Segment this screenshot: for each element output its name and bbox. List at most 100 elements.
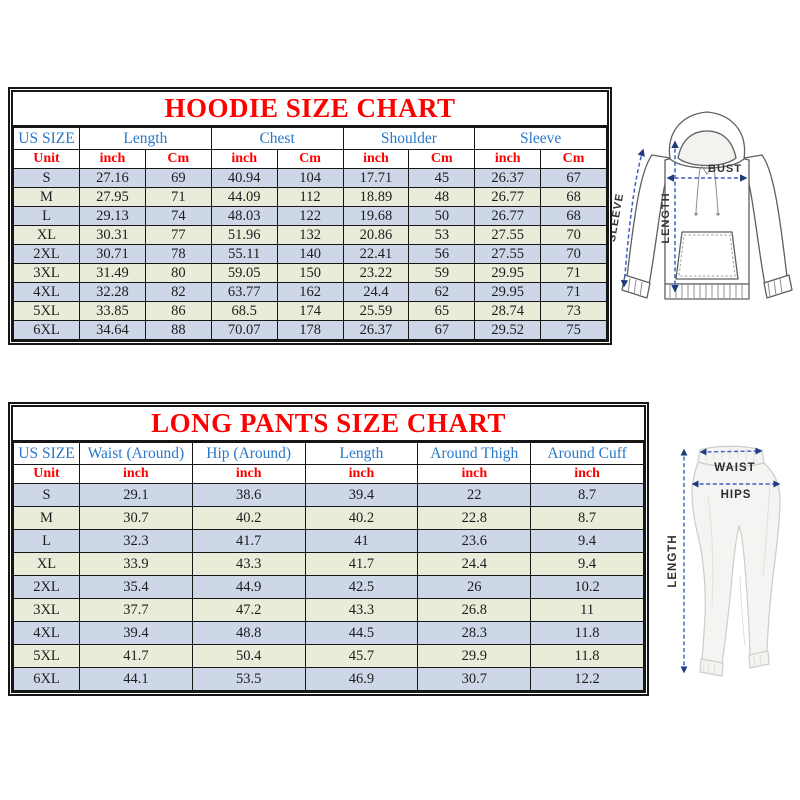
value-cell: 12.2	[530, 667, 644, 691]
col-cuff: Around Cuff	[530, 442, 644, 465]
table-row: 5XL 41.7 50.4 45.7 29.9 11.8	[13, 644, 644, 668]
hoodie-table-body: S 27.16 69 40.94 104 17.71 45 26.37 67 M 27.95 71 44…	[13, 168, 607, 340]
size-cell: S	[13, 483, 80, 507]
table-row: 4XL 39.4 48.8 44.5 28.3 11.8	[13, 621, 644, 645]
fabric-crease	[707, 495, 714, 607]
value-cell: 29.52	[474, 320, 542, 340]
size-cell: 5XL	[13, 644, 80, 668]
value-cell: 77	[144, 225, 212, 245]
table-row: S 27.16 69 40.94 104 17.71 45 26.37 67	[13, 168, 607, 188]
pants-size-table: US SIZE Waist (Around) Hip (Around) Leng…	[13, 442, 644, 691]
value-cell: 63.77	[210, 282, 278, 302]
value-cell: 75	[540, 320, 607, 340]
value-cell: 46.9	[304, 667, 419, 691]
value-cell: 30.7	[417, 667, 532, 691]
value-cell: 34.64	[79, 320, 146, 340]
value-cell: 26.77	[474, 206, 542, 226]
value-cell: 37.7	[79, 598, 193, 622]
size-cell: 2XL	[13, 244, 80, 264]
right-cuff-ribbing	[767, 277, 783, 298]
col-group-shoulder: Shoulder	[342, 127, 476, 150]
col-length: Length	[304, 442, 419, 465]
hips-label: HIPS	[721, 489, 752, 501]
size-cell: 2XL	[13, 575, 80, 599]
value-cell: 48.8	[191, 621, 306, 645]
value-cell: 73	[540, 301, 607, 321]
unit-cell: inch	[342, 149, 410, 169]
value-cell: 59	[408, 263, 476, 283]
value-cell: 32.28	[79, 282, 146, 302]
unit-cell: inch	[530, 464, 644, 484]
value-cell: 86	[144, 301, 212, 321]
pants-body	[691, 461, 781, 665]
hoodie-right-cuff	[763, 274, 793, 299]
value-cell: 41.7	[79, 644, 193, 668]
value-cell: 11.8	[530, 644, 644, 668]
value-cell: 26.37	[342, 320, 410, 340]
table-row: 2XL 30.71 78 55.11 140 22.41 56 27.55 70	[13, 244, 607, 264]
value-cell: 50.4	[191, 644, 306, 668]
size-cell: 3XL	[13, 598, 80, 622]
unit-cell: inch	[304, 464, 419, 484]
drawstring-tip-left	[694, 212, 698, 216]
table-row: 3XL 31.49 80 59.05 150 23.22 59 29.95 71	[13, 263, 607, 283]
value-cell: 48.03	[210, 206, 278, 226]
value-cell: 150	[276, 263, 344, 283]
value-cell: 29.95	[474, 282, 542, 302]
unit-cell: Cm	[144, 149, 212, 169]
hoodie-collar-notch	[700, 164, 714, 175]
value-cell: 70	[540, 244, 607, 264]
pocket-stitching	[678, 234, 736, 277]
size-cell: 4XL	[13, 282, 80, 302]
col-group-length: Length	[79, 127, 212, 150]
table-row: M 30.7 40.2 40.2 22.8 8.7	[13, 506, 644, 530]
value-cell: 11.8	[530, 621, 644, 645]
unit-cell: inch	[79, 149, 146, 169]
col-group-chest: Chest	[210, 127, 344, 150]
us-size-header: US SIZE	[13, 442, 80, 465]
unit-cell: inch	[417, 464, 532, 484]
value-cell: 27.16	[79, 168, 146, 188]
value-cell: 30.7	[79, 506, 193, 530]
value-cell: 71	[540, 263, 607, 283]
value-cell: 25.59	[342, 301, 410, 321]
value-cell: 67	[408, 320, 476, 340]
value-cell: 68.5	[210, 301, 278, 321]
value-cell: 23.6	[417, 529, 532, 553]
value-cell: 68	[540, 187, 607, 207]
value-cell: 33.85	[79, 301, 146, 321]
hoodie-chart-title: HOODIE SIZE CHART	[13, 92, 607, 127]
size-cell: M	[13, 506, 80, 530]
pants-table-body: S 29.1 38.6 39.4 22 8.7 M 30.7 40.2 40.2 22.8 8.7 L 3…	[13, 483, 644, 691]
value-cell: 26	[417, 575, 532, 599]
table-row: 6XL 44.1 53.5 46.9 30.7 12.2	[13, 667, 644, 691]
value-cell: 56	[408, 244, 476, 264]
hoodie-size-chart: HOODIE SIZE CHART US SIZE Length Chest S…	[8, 87, 612, 345]
right-cuff-ribbing	[753, 654, 762, 668]
value-cell: 53	[408, 225, 476, 245]
col-waist: Waist (Around)	[79, 442, 193, 465]
value-cell: 24.4	[417, 552, 532, 576]
pants-illustration: WAIST HIPS LENGTH	[667, 445, 781, 677]
value-cell: 88	[144, 320, 212, 340]
hoodie-length-label: LENGTH	[660, 192, 672, 243]
table-row: 3XL 37.7 47.2 43.3 26.8 11	[13, 598, 644, 622]
value-cell: 10.2	[530, 575, 644, 599]
value-cell: 162	[276, 282, 344, 302]
value-cell: 40.2	[191, 506, 306, 530]
value-cell: 140	[276, 244, 344, 264]
size-cell: 6XL	[13, 320, 80, 340]
unit-header: Unit	[13, 464, 80, 484]
hoodie-drawstring-right	[713, 167, 719, 213]
pants-right-cuff	[748, 650, 770, 669]
value-cell: 27.55	[474, 225, 542, 245]
value-cell: 62	[408, 282, 476, 302]
value-cell: 31.49	[79, 263, 146, 283]
hoodie-size-table: US SIZE Length Chest Shoulder Sleeve Uni…	[13, 127, 607, 340]
value-cell: 132	[276, 225, 344, 245]
fabric-crease	[739, 575, 746, 647]
value-cell: 70.07	[210, 320, 278, 340]
value-cell: 33.9	[79, 552, 193, 576]
value-cell: 26.77	[474, 187, 542, 207]
